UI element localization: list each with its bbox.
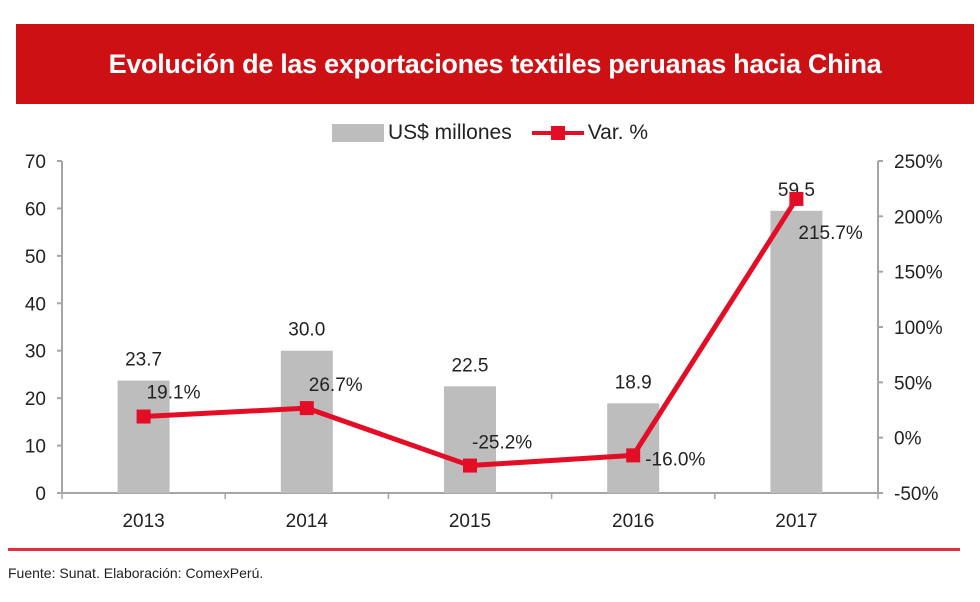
bar-2017	[770, 210, 823, 494]
y-right-tick-label: 50%	[894, 373, 932, 394]
legend-bar-label: US$ millones	[387, 121, 512, 144]
bar-2013	[117, 380, 170, 493]
y-left-tick-label: 10	[25, 437, 46, 458]
x-tick-label: 2016	[612, 511, 654, 532]
legend-line-label: Var. %	[587, 121, 649, 144]
legend: US$ millones Var. %	[0, 118, 980, 148]
y-left-tick-label: 50	[25, 247, 46, 268]
chart-title: Evolución de las exportaciones textiles …	[108, 49, 882, 79]
var-marker-2016	[626, 448, 641, 463]
y-right-tick-label: 150%	[894, 263, 943, 284]
y-right-tick-label: 200%	[894, 207, 943, 228]
bar-data-label: 30.0	[288, 320, 325, 341]
bar-2016	[607, 403, 660, 493]
y-left-tick-label: 40	[25, 294, 46, 315]
legend-bar-swatch-icon	[331, 124, 384, 142]
line-data-label: -25.2%	[472, 433, 532, 454]
bar-data-label: 22.5	[452, 355, 489, 376]
x-tick-label: 2015	[449, 511, 491, 532]
bar-2015	[444, 386, 496, 493]
y-right-tick-label: 0%	[894, 429, 922, 450]
x-tick-label: 2014	[286, 511, 329, 532]
y-right-tick-label: 250%	[894, 152, 943, 173]
line-data-label: 19.1%	[147, 383, 201, 404]
bar-data-label: 18.9	[615, 372, 652, 393]
line-data-label: -16.0%	[645, 449, 705, 470]
footer-divider	[8, 548, 960, 551]
y-left-tick-label: 60	[25, 199, 46, 220]
y-right-tick-label: -50%	[894, 484, 938, 505]
var-marker-2014	[299, 401, 314, 416]
bar-data-label: 23.7	[125, 350, 162, 371]
y-left-tick-label: 30	[25, 342, 46, 363]
title-banner: Evolución de las exportaciones textiles …	[16, 24, 974, 104]
y-left-tick-label: 70	[25, 152, 46, 173]
y-left-tick-label: 20	[25, 389, 46, 410]
bar-data-label: 59.5	[778, 180, 815, 201]
var-marker-2017	[789, 191, 804, 206]
legend-line-swatch-icon	[531, 124, 584, 142]
var-marker-2013	[136, 409, 151, 424]
legend-item-line: Var. %	[531, 121, 649, 145]
var-marker-2015	[463, 458, 477, 473]
y-left-tick-label: 0	[35, 484, 46, 505]
line-data-label: 26.7%	[309, 375, 363, 396]
source-note: Fuente: Sunat. Elaboración: ComexPerú.	[8, 565, 264, 581]
bar-2014	[280, 350, 333, 493]
y-right-tick-label: 100%	[894, 318, 943, 339]
x-tick-label: 2017	[775, 511, 817, 532]
legend-item-bars: US$ millones	[331, 121, 512, 145]
x-tick-label: 2013	[122, 511, 164, 532]
line-data-label: 215.7%	[798, 223, 863, 244]
